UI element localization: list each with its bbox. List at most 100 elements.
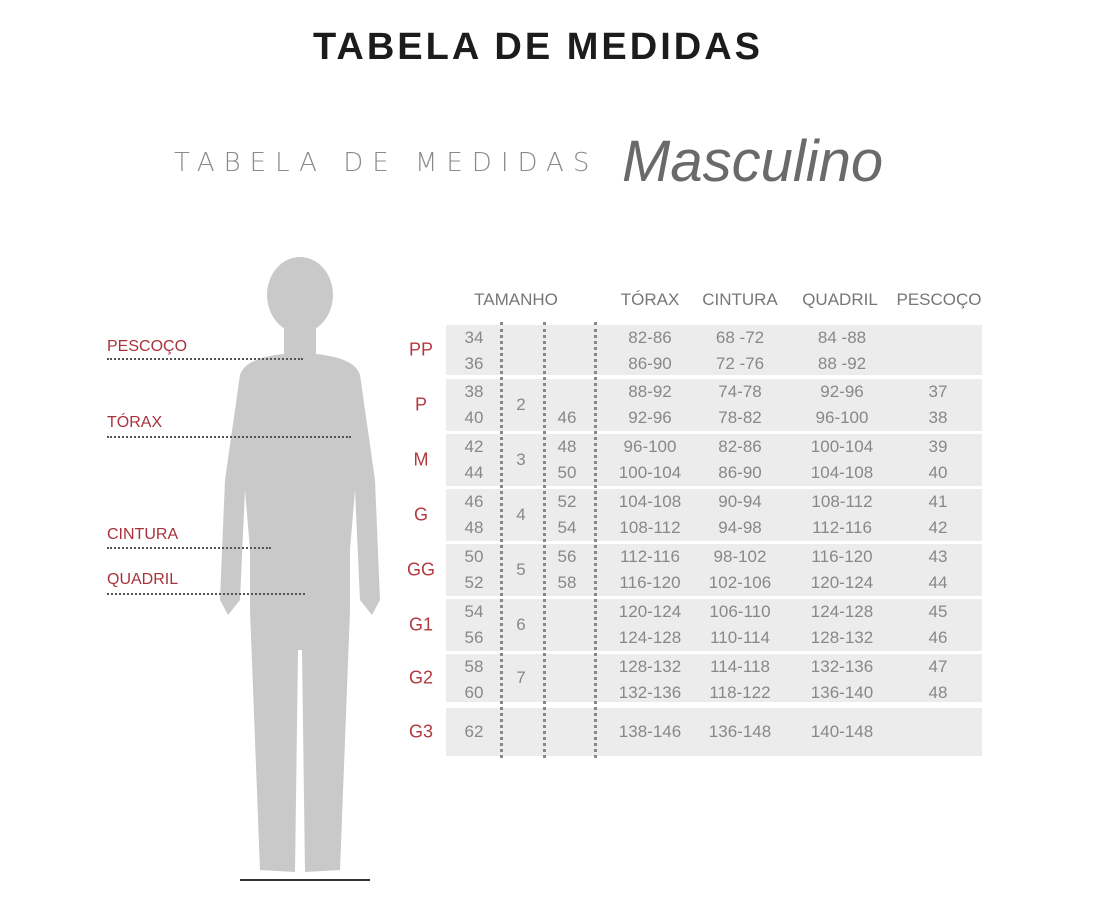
cell-torax: 132-136 bbox=[618, 683, 682, 702]
torax-guide-line bbox=[107, 436, 351, 438]
cell-pescoco: 43 bbox=[928, 547, 948, 566]
header-torax: TÓRAX bbox=[620, 290, 680, 309]
header-tamanho: TAMANHO bbox=[474, 290, 558, 309]
size-label: GG bbox=[406, 559, 436, 580]
cell-quadril: 92-96 bbox=[820, 382, 864, 401]
size-us: 5 bbox=[516, 560, 526, 579]
cell-size-br: 62 bbox=[464, 722, 484, 741]
table-row-band bbox=[446, 325, 982, 375]
size-us: 6 bbox=[516, 615, 526, 634]
cell-pescoco: 39 bbox=[928, 437, 948, 456]
cell-size-br: 36 bbox=[464, 354, 484, 373]
chart-subtitle-gender: Masculino bbox=[622, 129, 884, 194]
cell-torax: 96-100 bbox=[623, 437, 677, 456]
cell-torax: 124-128 bbox=[618, 628, 682, 647]
cell-torax: 112-116 bbox=[620, 547, 680, 566]
cell-cintura: 118-122 bbox=[709, 683, 771, 702]
cell-torax: 82-86 bbox=[628, 328, 672, 347]
cell-cintura: 86-90 bbox=[718, 463, 762, 482]
cell-quadril: 112-116 bbox=[812, 518, 872, 537]
cell-size-eu: 56 bbox=[557, 547, 577, 566]
cell-size-br: 40 bbox=[464, 408, 484, 427]
size-label: PP bbox=[408, 339, 434, 360]
cell-size-br: 54 bbox=[464, 602, 484, 621]
cell-pescoco: 46 bbox=[928, 628, 948, 647]
cell-quadril: 116-120 bbox=[811, 547, 873, 566]
cell-size-br: 42 bbox=[464, 437, 484, 456]
cell-pescoco: 48 bbox=[928, 683, 948, 702]
label-quadril: QUADRIL bbox=[107, 571, 179, 588]
cell-cintura: 72 -76 bbox=[715, 354, 765, 373]
cintura-guide-line bbox=[107, 547, 271, 549]
header-pescoco: PESCOÇO bbox=[896, 290, 982, 309]
cell-cintura: 94-98 bbox=[718, 518, 762, 537]
cell-size-eu: 54 bbox=[557, 518, 577, 537]
cell-size-br: 52 bbox=[464, 573, 484, 592]
column-divider bbox=[543, 322, 546, 758]
cell-torax: 128-132 bbox=[618, 657, 682, 676]
cell-quadril: 104-108 bbox=[810, 463, 874, 482]
cell-torax: 138-146 bbox=[618, 722, 682, 741]
cell-quadril: 132-136 bbox=[810, 657, 874, 676]
cell-pescoco: 38 bbox=[928, 408, 948, 427]
cell-size-br: 44 bbox=[464, 463, 484, 482]
size-label: G bbox=[413, 504, 429, 525]
size-us: 3 bbox=[516, 450, 526, 469]
cell-torax: 104-108 bbox=[618, 492, 682, 511]
table-row-band bbox=[446, 434, 982, 486]
cell-torax: 116-120 bbox=[619, 573, 681, 592]
cell-cintura: 106-110 bbox=[709, 602, 771, 621]
cell-size-br: 50 bbox=[464, 547, 484, 566]
cell-pescoco: 41 bbox=[928, 492, 948, 511]
size-us: 7 bbox=[516, 668, 526, 687]
cell-size-br: 48 bbox=[464, 518, 484, 537]
cell-cintura: 114-118 bbox=[710, 657, 770, 676]
label-pescoco: PESCOÇO bbox=[107, 338, 188, 355]
cell-quadril: 140-148 bbox=[810, 722, 874, 741]
size-label: P bbox=[414, 394, 428, 415]
cell-size-br: 58 bbox=[464, 657, 484, 676]
cell-size-br: 34 bbox=[464, 328, 484, 347]
table-row-band bbox=[446, 654, 982, 702]
cell-quadril: 120-124 bbox=[810, 573, 874, 592]
cell-pescoco: 40 bbox=[928, 463, 948, 482]
cell-quadril: 128-132 bbox=[810, 628, 874, 647]
cell-size-eu: 50 bbox=[557, 463, 577, 482]
cell-quadril: 100-104 bbox=[810, 437, 874, 456]
cell-pescoco: 37 bbox=[928, 382, 948, 401]
page-title: TABELA DE MEDIDAS bbox=[313, 26, 763, 68]
cell-pescoco: 45 bbox=[928, 602, 948, 621]
quadril-guide-line bbox=[107, 593, 305, 595]
cell-cintura: 74-78 bbox=[718, 382, 762, 401]
label-cintura: CINTURA bbox=[107, 526, 179, 543]
cell-quadril: 124-128 bbox=[810, 602, 874, 621]
table-row-band bbox=[446, 379, 982, 431]
cell-cintura: 68 -72 bbox=[715, 328, 765, 347]
table-row-band bbox=[446, 489, 982, 541]
cell-pescoco: 47 bbox=[928, 657, 948, 676]
cell-torax: 120-124 bbox=[618, 602, 682, 621]
cell-cintura: 90-94 bbox=[718, 492, 762, 511]
cell-cintura: 136-148 bbox=[708, 722, 772, 741]
body-silhouette bbox=[220, 257, 380, 881]
cell-quadril: 84 -88 bbox=[817, 328, 867, 347]
cell-pescoco: 42 bbox=[928, 518, 948, 537]
header-quadril: QUADRIL bbox=[802, 290, 878, 309]
cell-size-br: 56 bbox=[464, 628, 484, 647]
cell-quadril: 108-112 bbox=[811, 492, 873, 511]
size-us: 4 bbox=[516, 505, 526, 524]
cell-quadril: 96-100 bbox=[815, 408, 869, 427]
cell-size-eu: 58 bbox=[557, 573, 577, 592]
cell-size-eu: 52 bbox=[557, 492, 577, 511]
header-cintura: CINTURA bbox=[702, 290, 778, 309]
cell-size-eu: 48 bbox=[557, 437, 577, 456]
size-label: G3 bbox=[408, 721, 434, 742]
table-row-band bbox=[446, 544, 982, 596]
pescoco-guide-line bbox=[107, 358, 303, 360]
chart-subtitle: TABELA DE MEDIDAS bbox=[174, 148, 599, 178]
size-label: M bbox=[413, 449, 429, 470]
cell-size-br: 60 bbox=[464, 683, 484, 702]
table-row-band bbox=[446, 599, 982, 651]
cell-cintura: 78-82 bbox=[718, 408, 762, 427]
cell-torax: 88-92 bbox=[628, 382, 672, 401]
